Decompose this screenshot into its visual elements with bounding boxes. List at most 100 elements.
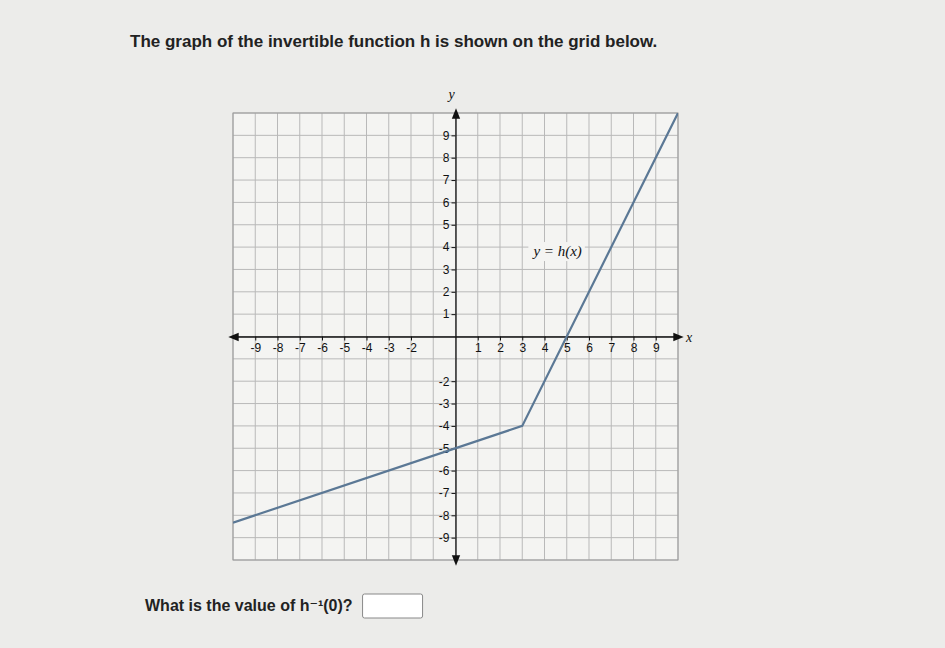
x-tick: -7 <box>295 337 306 356</box>
y-tick-label: 5 <box>443 218 450 232</box>
y-tick: -7 <box>439 486 456 500</box>
plot-frame <box>233 113 678 560</box>
x-tick-mark <box>278 337 279 341</box>
x-tick-label: -4 <box>362 341 373 355</box>
chart: The graph of the invertible function h i… <box>0 0 945 648</box>
x-tick-mark <box>478 337 479 341</box>
x-tick: 8 <box>631 337 638 356</box>
y-tick-mark <box>452 225 456 226</box>
y-tick-label: 7 <box>443 173 450 187</box>
y-tick-mark <box>452 202 456 203</box>
x-tick: -5 <box>339 337 350 356</box>
x-tick: 9 <box>653 337 660 356</box>
y-tick-mark <box>452 314 456 315</box>
x-tick-label: 8 <box>631 341 638 355</box>
background <box>0 0 945 648</box>
title: The graph of the invertible function h i… <box>130 32 657 51</box>
y-tick-mark <box>452 515 456 516</box>
x-tick: 2 <box>497 337 504 356</box>
x-tick-mark <box>634 337 635 341</box>
x-tick-mark <box>656 337 657 341</box>
y-tick: 6 <box>443 196 456 210</box>
x-tick-label: -7 <box>295 341 306 355</box>
x-tick-label: -9 <box>250 341 261 355</box>
y-tick-mark <box>452 247 456 248</box>
y-tick: 3 <box>443 263 456 277</box>
y-tick: 1 <box>443 307 456 321</box>
y-tick-mark <box>452 292 456 293</box>
y-tick-label: 9 <box>443 129 450 143</box>
y-tick-label: 4 <box>443 240 450 254</box>
y-tick-label: -4 <box>439 419 450 433</box>
y-tick-mark <box>452 493 456 494</box>
x-tick-mark <box>611 337 612 341</box>
y-tick-label: 1 <box>443 307 450 321</box>
y-tick: 9 <box>443 129 456 143</box>
x-tick-mark <box>500 337 501 341</box>
x-tick: -3 <box>384 337 395 356</box>
x-tick: -8 <box>273 337 284 356</box>
x-tick-mark <box>411 337 412 341</box>
y-tick-mark <box>452 180 456 181</box>
x-tick: -4 <box>362 337 373 356</box>
y-tick-label: -9 <box>439 531 450 545</box>
y-tick: 2 <box>443 285 456 299</box>
x-tick: 4 <box>542 337 549 356</box>
x-tick-label: -2 <box>406 341 417 355</box>
x-tick-mark <box>255 337 256 341</box>
y-tick-label: -7 <box>439 486 450 500</box>
x-tick-mark <box>389 337 390 341</box>
y-tick: -9 <box>439 531 456 545</box>
x-tick-mark <box>589 337 590 341</box>
x-tick-label: 5 <box>564 341 571 355</box>
x-tick-label: -6 <box>317 341 328 355</box>
y-tick: 8 <box>443 151 456 165</box>
y-tick-label: -2 <box>439 375 450 389</box>
annotation: y = h(x) <box>531 243 581 260</box>
x-axis-label: x <box>685 330 693 345</box>
y-tick: 7 <box>443 173 456 187</box>
y-tick-mark <box>452 538 456 539</box>
y-tick-label: 8 <box>443 151 450 165</box>
x-tick: 3 <box>519 337 526 356</box>
x-tick-label: -8 <box>273 341 284 355</box>
y-tick: -3 <box>439 397 456 411</box>
y-tick-label: -6 <box>439 464 450 478</box>
x-tick-label: -5 <box>339 341 350 355</box>
y-tick-label: 6 <box>443 196 450 210</box>
x-tick-label: 7 <box>608 341 615 355</box>
y-axis: -9-8-7-6-5-4-3-2123456789 <box>439 114 456 561</box>
grid <box>233 113 678 560</box>
y-tick: 4 <box>443 240 456 254</box>
x-tick-label: 2 <box>497 341 504 355</box>
annotation-bg <box>528 242 584 261</box>
x-tick: -2 <box>406 337 417 356</box>
y-tick-mark <box>452 471 456 472</box>
plot-marks <box>233 113 678 523</box>
y-tick: -2 <box>439 375 456 389</box>
y-tick: -8 <box>439 509 456 523</box>
x-tick-mark <box>322 337 323 341</box>
x-tick-label: 6 <box>586 341 593 355</box>
x-tick-label: 1 <box>475 341 482 355</box>
function-line <box>233 113 678 523</box>
question: What is the value of h⁻¹(0)? <box>145 597 353 614</box>
y-axis-line <box>455 114 456 561</box>
x-tick: 6 <box>586 337 593 356</box>
x-tick-mark <box>522 337 523 341</box>
x-tick-label: 3 <box>519 341 526 355</box>
x-tick: -9 <box>250 337 261 356</box>
y-tick: -6 <box>439 464 456 478</box>
y-axis-label: y <box>446 87 455 102</box>
y-tick: 5 <box>443 218 456 232</box>
y-tick-label: 3 <box>443 263 450 277</box>
x-tick-label: -3 <box>384 341 395 355</box>
y-tick-mark <box>452 269 456 270</box>
x-tick-mark <box>367 337 368 341</box>
x-tick: 1 <box>475 337 482 356</box>
answer-box[interactable] <box>363 594 423 618</box>
y-tick-label: -3 <box>439 397 450 411</box>
x-tick-label: 9 <box>653 341 660 355</box>
y-tick-mark <box>452 135 456 136</box>
y-tick-mark <box>452 158 456 159</box>
